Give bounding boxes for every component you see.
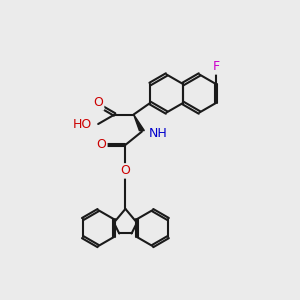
Text: NH: NH xyxy=(149,127,168,140)
Text: F: F xyxy=(212,60,220,74)
Text: O: O xyxy=(121,164,130,177)
Text: O: O xyxy=(97,138,106,152)
Text: HO: HO xyxy=(73,118,92,130)
Text: O: O xyxy=(93,97,103,110)
Polygon shape xyxy=(134,115,144,130)
